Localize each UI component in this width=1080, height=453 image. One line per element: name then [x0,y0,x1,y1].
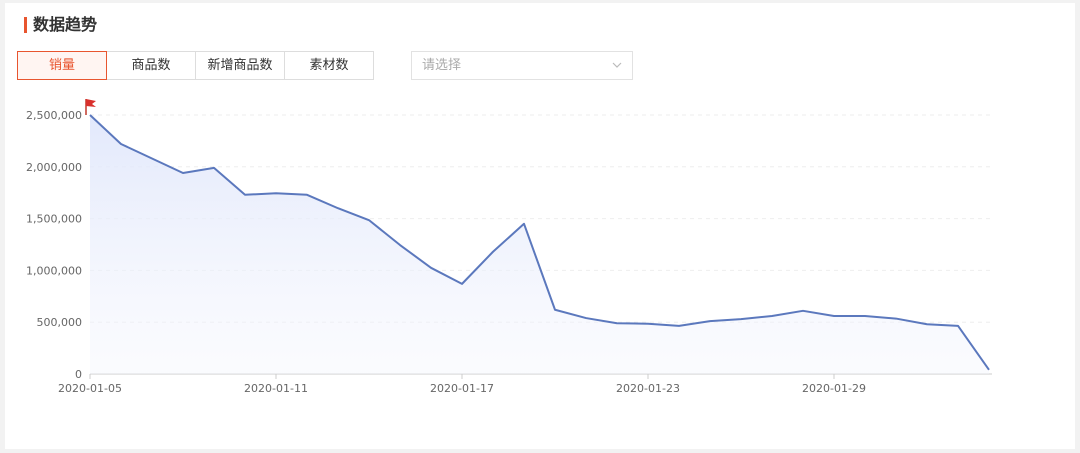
y-tick-label: 0 [75,368,82,381]
y-tick-label: 1,000,000 [26,264,82,277]
select[interactable]: 请选择 [411,51,633,80]
tab-group: 销量 商品数 新增商品数 素材数 [17,51,374,80]
x-tick-label: 2020-01-17 [430,382,494,395]
area [90,115,989,374]
flag [86,99,96,107]
x-tick-label: 2020-01-29 [802,382,866,395]
tab[interactable]: 商品数 [106,51,196,80]
y-tick-label: 500,000 [37,316,83,329]
title-accent [24,17,27,33]
y-tick-label: 2,000,000 [26,161,82,174]
section-title: 数据趋势 [33,15,98,34]
chevron [612,62,622,68]
tab[interactable]: 新增商品数 [195,51,285,80]
y-tick-label: 2,500,000 [26,109,82,122]
y-tick-label: 1,500,000 [26,213,82,226]
x-tick-label: 2020-01-11 [244,382,308,395]
x-tick-label: 2020-01-05 [58,382,122,395]
tab[interactable]: 销量 [17,51,107,80]
x-tick-label: 2020-01-23 [616,382,680,395]
line [89,114,990,371]
tab[interactable]: 素材数 [284,51,374,80]
select-placeholder: 请选择 [422,58,462,73]
